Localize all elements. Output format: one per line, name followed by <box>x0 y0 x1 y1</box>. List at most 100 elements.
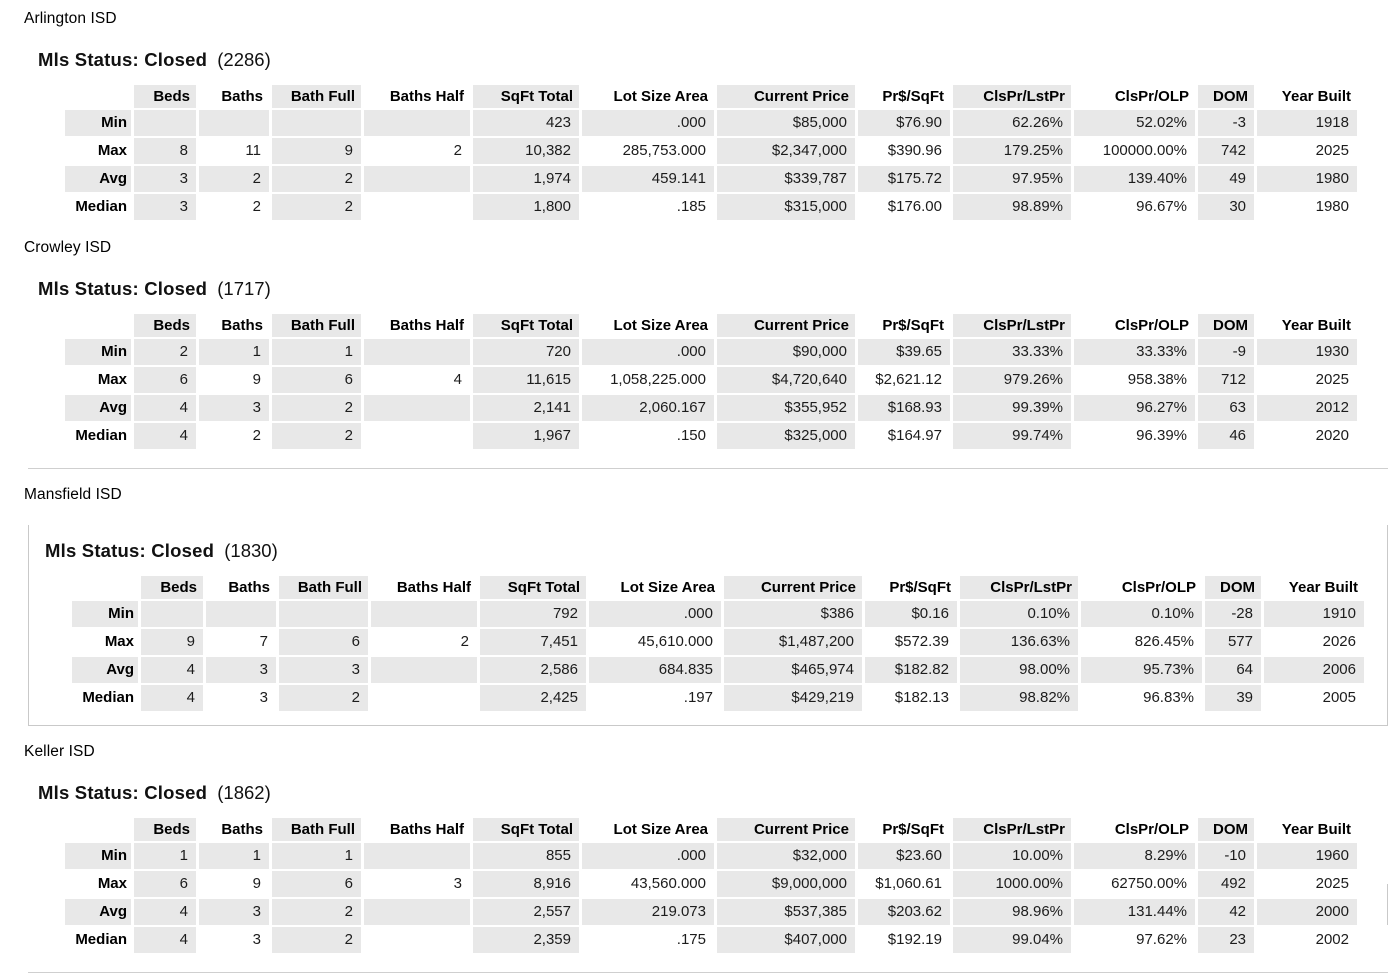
section-separator <box>28 468 1388 469</box>
stat-cell: 11,615 <box>473 367 579 393</box>
stat-cell: $175.72 <box>858 166 950 192</box>
stat-cell: 219.073 <box>582 899 714 925</box>
column-header: Baths <box>199 314 269 337</box>
stat-cell: 10,382 <box>473 138 579 164</box>
stat-cell: 1 <box>199 339 269 365</box>
stat-cell: 423 <box>473 110 579 136</box>
column-header: Pr$/SqFt <box>858 85 950 108</box>
column-header: Pr$/SqFt <box>865 576 957 599</box>
stat-cell: 97.95% <box>953 166 1071 192</box>
column-header: DOM <box>1198 314 1254 337</box>
column-header: Beds <box>141 576 203 599</box>
stat-cell: 179.25% <box>953 138 1071 164</box>
stat-cell: 139.40% <box>1074 166 1195 192</box>
stat-cell: 979.26% <box>953 367 1071 393</box>
stat-cell: $85,000 <box>717 110 855 136</box>
stat-cell: $315,000 <box>717 194 855 220</box>
column-header: ClsPr/OLP <box>1074 818 1195 841</box>
stat-cell: 8.29% <box>1074 843 1195 869</box>
column-header: ClsPr/LstPr <box>953 818 1071 841</box>
stat-cell: 2025 <box>1257 367 1357 393</box>
stat-cell: 492 <box>1198 871 1254 897</box>
stats-row: Min 423.000 $85,000 $76.90 62.26% 52.02% -3 191… <box>65 110 1357 136</box>
stat-cell: 577 <box>1205 629 1261 655</box>
column-header: Lot Size Area <box>582 818 714 841</box>
stat-cell: 99.39% <box>953 395 1071 421</box>
mls-status-heading: Mls Status: Closed (1862) <box>38 782 1390 804</box>
column-header: Bath Full <box>272 818 361 841</box>
column-header: Baths Half <box>371 576 477 599</box>
column-header: ClsPr/LstPr <box>953 314 1071 337</box>
column-header: Current Price <box>717 314 855 337</box>
mls-status-heading: Mls Status: Closed (1830) <box>45 540 1387 562</box>
stats-row: Min 792.000 $386 $0.16 0.10% 0.10% -28 1910 <box>72 601 1364 627</box>
highlighted-section-box: Mls Status: Closed (1830) Beds Baths Bath … <box>28 525 1388 726</box>
column-header: Year Built <box>1264 576 1364 599</box>
stat-cell: 9 <box>199 367 269 393</box>
stat-cell: 3 <box>199 899 269 925</box>
stat-cell: 46 <box>1198 423 1254 449</box>
stat-cell: 11 <box>199 138 269 164</box>
stat-cell: $9,000,000 <box>717 871 855 897</box>
stat-cell: 2,141 <box>473 395 579 421</box>
stat-cell <box>364 339 470 365</box>
stats-row: Avg 3 2 2 1,974 459.141 $339,787 $175.72 97.95% 1… <box>65 166 1357 192</box>
row-label: Max <box>65 367 131 393</box>
stat-cell: 3 <box>206 657 276 683</box>
stat-cell: $355,952 <box>717 395 855 421</box>
stat-cell: 7 <box>206 629 276 655</box>
stat-cell: 30 <box>1198 194 1254 220</box>
stat-cell: 1918 <box>1257 110 1357 136</box>
stat-cell: $182.82 <box>865 657 957 683</box>
stat-cell: 95.73% <box>1081 657 1202 683</box>
column-header: SqFt Total <box>473 314 579 337</box>
row-label: Avg <box>65 899 131 925</box>
stat-cell: 62.26% <box>953 110 1071 136</box>
right-edge-border <box>1387 884 1388 925</box>
column-header: Beds <box>134 85 196 108</box>
stat-cell: 99.74% <box>953 423 1071 449</box>
stats-row: Median 4 3 2 2,359.175 $407,000 $192.19 99.04% 9… <box>65 927 1357 953</box>
stat-cell: 2 <box>371 629 477 655</box>
stat-cell: 100000.00% <box>1074 138 1195 164</box>
stat-cell: 8 <box>134 138 196 164</box>
stat-cell: 459.141 <box>582 166 714 192</box>
stat-cell: 49 <box>1198 166 1254 192</box>
column-header: Current Price <box>724 576 862 599</box>
stat-cell <box>364 194 470 220</box>
stat-cell: 720 <box>473 339 579 365</box>
stat-cell: $386 <box>724 601 862 627</box>
stat-cell: 45,610.000 <box>589 629 721 655</box>
stat-cell: 64 <box>1205 657 1261 683</box>
stat-cell <box>371 601 477 627</box>
section-crowley-isd: Crowley ISD Mls Status: Closed (1717) Be… <box>24 239 1390 451</box>
stat-cell <box>364 110 470 136</box>
stat-cell: $429,219 <box>724 685 862 711</box>
section-arlington-isd: Arlington ISD Mls Status: Closed (2286) … <box>24 10 1390 222</box>
stat-cell: 2000 <box>1257 899 1357 925</box>
stat-cell: 2 <box>272 395 361 421</box>
stat-cell: 2005 <box>1264 685 1364 711</box>
stats-row: Max 6 9 6 4 11,615 1,058,225.000 $4,720,640 $2,6… <box>65 367 1357 393</box>
column-header: ClsPr/OLP <box>1074 85 1195 108</box>
column-header: Year Built <box>1257 314 1357 337</box>
stat-cell: 2 <box>272 899 361 925</box>
column-header: Year Built <box>1257 85 1357 108</box>
stat-cell: 1000.00% <box>953 871 1071 897</box>
stat-cell: 2025 <box>1257 871 1357 897</box>
stat-cell: 42 <box>1198 899 1254 925</box>
row-label: Avg <box>65 166 131 192</box>
stat-cell: -10 <box>1198 843 1254 869</box>
stat-cell: 1910 <box>1264 601 1364 627</box>
stat-cell: 712 <box>1198 367 1254 393</box>
stat-cell: 7,451 <box>480 629 586 655</box>
row-label: Median <box>72 685 138 711</box>
stats-table: Beds Baths Bath Full Baths Half SqFt Total Lo… <box>62 312 1360 451</box>
stat-cell: $390.96 <box>858 138 950 164</box>
stat-cell: 96.83% <box>1081 685 1202 711</box>
stat-cell: 6 <box>279 629 368 655</box>
stat-cell: 6 <box>272 367 361 393</box>
stat-cell <box>199 110 269 136</box>
stat-cell: .175 <box>582 927 714 953</box>
stat-cell: 4 <box>364 367 470 393</box>
